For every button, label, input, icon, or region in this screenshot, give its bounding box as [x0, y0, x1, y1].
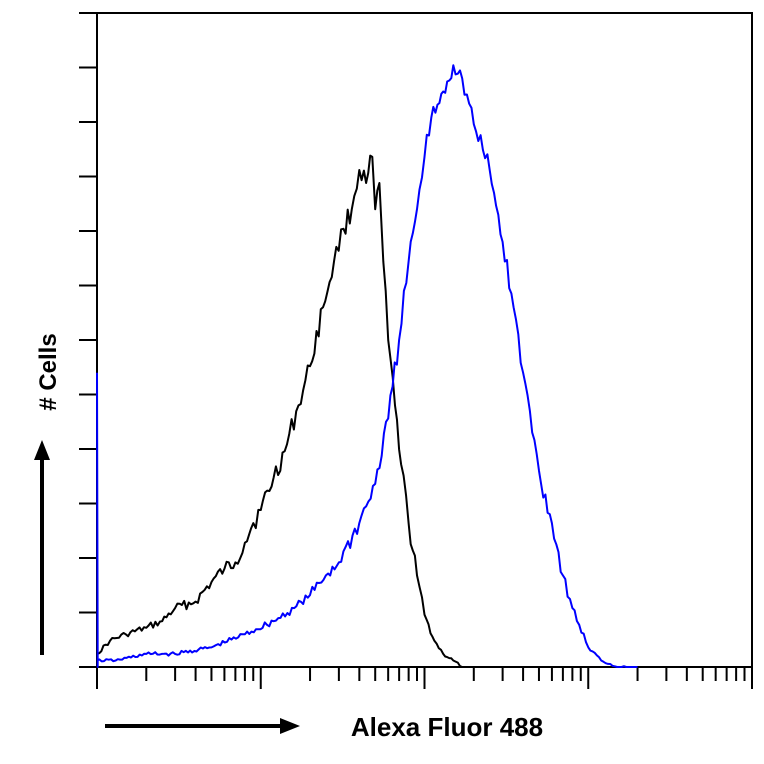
stained-series-line — [96, 64, 638, 668]
y-axis-ticks — [79, 12, 97, 668]
x-arrow-head — [280, 718, 300, 734]
series-group — [96, 64, 638, 668]
x-axis-ticks — [96, 667, 753, 689]
x-axis-title: Alexa Fluor 488 — [351, 712, 543, 742]
control-series-line — [96, 154, 463, 668]
plot-area — [96, 12, 753, 668]
y-axis-title: # Cells — [35, 333, 62, 410]
y-arrow-head — [34, 440, 50, 460]
stained-series-line — [96, 372, 99, 668]
